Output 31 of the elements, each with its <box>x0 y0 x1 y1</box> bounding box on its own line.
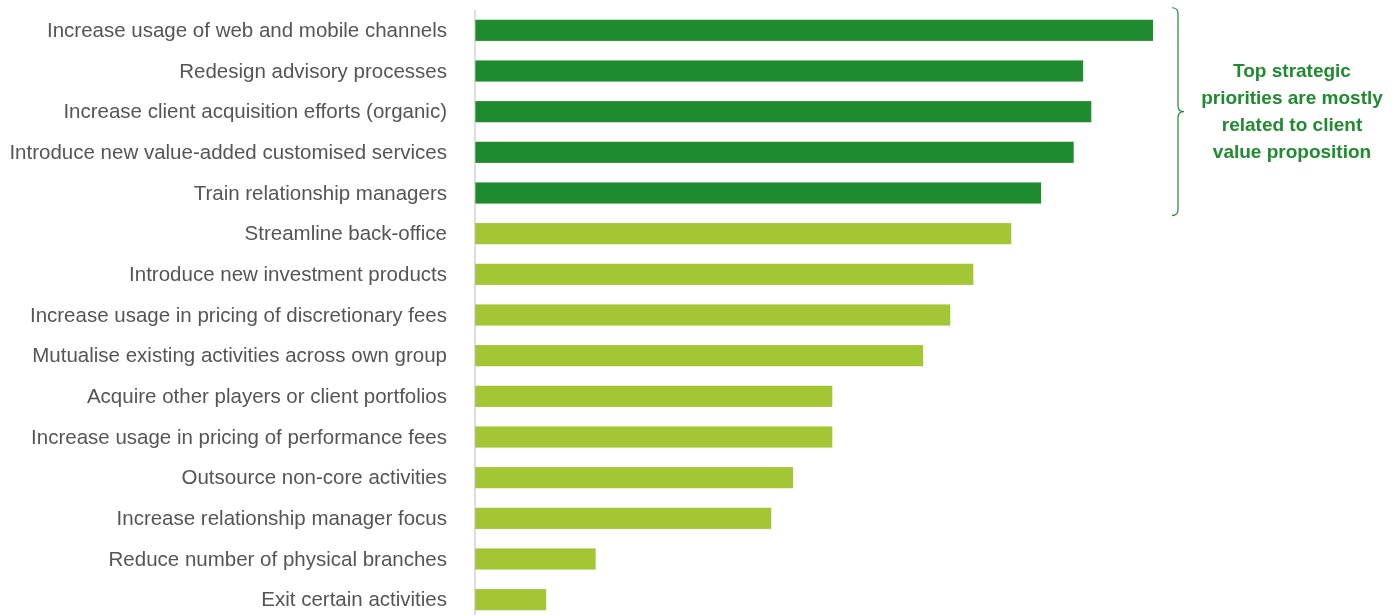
bar <box>475 101 1092 123</box>
y-tick-label: Introduce new value-added customised services <box>9 139 447 163</box>
bar <box>475 304 951 326</box>
y-tick-label: Acquire other players or client portfolios <box>86 383 447 407</box>
bar <box>475 345 924 367</box>
y-tick-label: Outsource non-core activities <box>181 465 447 489</box>
bar <box>475 507 772 529</box>
y-tick-label: Increase usage in pricing of discretionary fees <box>29 302 447 326</box>
y-tick-label: Introduce new investment products <box>129 261 447 285</box>
bar <box>475 385 833 407</box>
bar <box>475 19 1153 41</box>
bar <box>475 60 1084 82</box>
bar <box>475 263 974 285</box>
y-tick-label: Increase client acquisition efforts (organic) <box>63 99 447 123</box>
bar <box>475 548 596 570</box>
bar <box>475 141 1074 163</box>
y-tick-label: Increase usage of web and mobile channels <box>46 17 447 41</box>
bar <box>475 182 1042 204</box>
y-tick-label: Increase relationship manager focus <box>116 505 447 529</box>
bar <box>475 223 1012 245</box>
bar <box>475 426 833 448</box>
y-tick-label: Mutualise existing activities across own group <box>32 343 447 367</box>
bar <box>475 467 793 489</box>
y-tick-label: Increase usage in pricing of performance fees <box>31 424 447 448</box>
text: Top strategic priorities are mostly related to client value proposition <box>1201 60 1384 163</box>
y-tick-label: Reduce number of physical branches <box>108 546 447 570</box>
y-tick-label: Redesign advisory processes <box>179 58 447 82</box>
bar <box>475 589 547 611</box>
y-tick-label: Train relationship managers <box>193 180 447 204</box>
y-tick-label: Exit certain activities <box>261 587 447 611</box>
y-tick-label: Streamline back-office <box>244 221 447 245</box>
